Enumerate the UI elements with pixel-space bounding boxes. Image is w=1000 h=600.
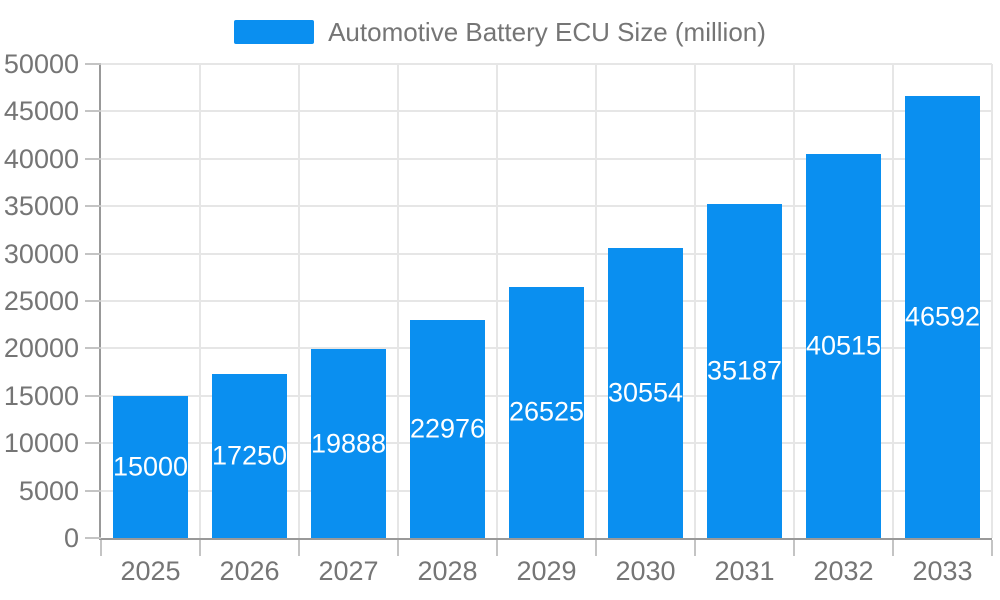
y-axis-tick (85, 394, 101, 397)
x-axis-tick (991, 540, 993, 556)
bar[interactable] (509, 286, 584, 538)
bar[interactable] (707, 204, 782, 538)
bar[interactable] (410, 320, 485, 538)
bar-value-label: 22976 (409, 413, 486, 444)
gridline-horizontal (101, 205, 992, 208)
bar-value-label: 40515 (805, 330, 882, 361)
y-axis-tick (85, 63, 101, 65)
x-axis-tick (100, 540, 102, 556)
plot-area: 15000 17250 19888 22976 26525 30554 35187 40515… (99, 63, 993, 540)
x-tick-label: 2025 (120, 556, 181, 586)
x-tick-label: 2028 (417, 556, 478, 586)
gridline-horizontal (101, 63, 992, 65)
bar[interactable] (806, 153, 881, 538)
y-tick-label: 5000 (18, 475, 79, 506)
bar[interactable] (311, 349, 386, 538)
y-axis-tick (85, 110, 101, 113)
y-tick-label: 25000 (3, 286, 79, 316)
bar[interactable] (113, 395, 188, 538)
x-tick-label: 2033 (912, 556, 973, 586)
y-tick-label: 15000 (3, 380, 79, 411)
y-axis-tick (85, 347, 101, 350)
y-tick-label: 45000 (3, 96, 79, 127)
y-tick-label: 30000 (3, 238, 79, 269)
legend-swatch-icon (234, 20, 315, 44)
x-axis-tick (793, 540, 795, 556)
gridline-horizontal (101, 252, 992, 255)
x-tick-label: 2031 (714, 556, 775, 586)
bar[interactable] (608, 248, 683, 538)
gridline-horizontal (101, 110, 992, 113)
x-axis-tick (892, 540, 894, 556)
y-tick-label: 0 (63, 523, 79, 553)
y-tick-label: 10000 (3, 428, 79, 459)
x-tick-label: 2029 (516, 556, 577, 586)
x-axis-tick (496, 540, 498, 556)
gridline-vertical (397, 64, 399, 538)
x-tick-label: 2026 (219, 556, 280, 586)
x-tick-label: 2027 (318, 556, 379, 586)
x-tick-label: 2030 (615, 556, 676, 586)
y-tick-label: 20000 (3, 333, 79, 364)
gridline-vertical (298, 64, 300, 538)
bar-value-label: 30554 (607, 377, 684, 408)
gridline-vertical (991, 64, 993, 538)
x-axis-tick (397, 540, 399, 556)
x-axis-tick (595, 540, 597, 556)
bar-value-label: 15000 (112, 451, 189, 482)
y-axis-tick (85, 537, 101, 539)
y-axis-tick (85, 157, 101, 160)
gridline-vertical (595, 64, 597, 538)
x-tick-label: 2032 (813, 556, 874, 586)
x-axis-tick (694, 540, 696, 556)
y-axis-tick (85, 489, 101, 492)
bar-value-label: 35187 (706, 355, 783, 386)
gridline-vertical (199, 64, 201, 538)
x-axis-tick (298, 540, 300, 556)
bar-value-label: 46592 (904, 301, 981, 332)
gridline-vertical (694, 64, 696, 538)
y-axis-tick (85, 252, 101, 255)
y-axis-tick (85, 442, 101, 445)
y-tick-label: 35000 (3, 191, 79, 222)
bar-value-label: 17250 (211, 440, 288, 471)
y-tick-label: 50000 (3, 49, 79, 79)
bar[interactable] (905, 96, 980, 538)
bar-value-label: 26525 (508, 396, 585, 427)
gridline-vertical (496, 64, 498, 538)
y-tick-label: 40000 (3, 143, 79, 174)
bar[interactable] (212, 374, 287, 538)
legend-item[interactable]: Automotive Battery ECU Size (million) (0, 16, 1000, 48)
bar-value-label: 19888 (310, 428, 387, 459)
gridline-horizontal (101, 157, 992, 160)
gridline-vertical (793, 64, 795, 538)
y-axis-tick (85, 205, 101, 208)
x-axis-tick (199, 540, 201, 556)
gridline-vertical (892, 64, 894, 538)
legend-label: Automotive Battery ECU Size (million) (328, 16, 766, 47)
y-axis-tick (85, 300, 101, 302)
